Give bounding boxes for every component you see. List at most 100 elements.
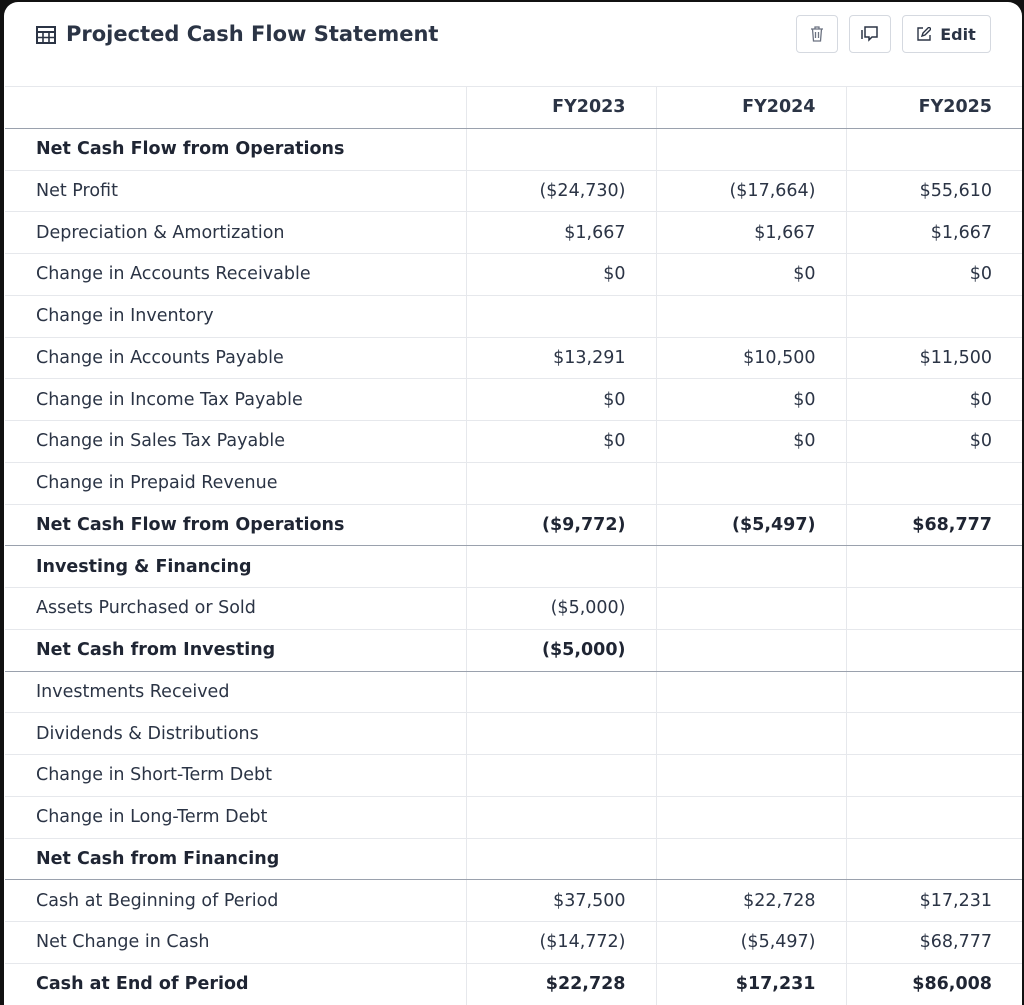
edit-icon xyxy=(917,27,932,41)
table-row: Investments Received xyxy=(5,671,1022,714)
value-cell xyxy=(845,128,1022,171)
value-cell: ($14,772) xyxy=(465,921,656,964)
value-cell xyxy=(655,629,846,672)
row-label: Dividends & Distributions xyxy=(5,712,466,755)
value-cell xyxy=(465,838,656,881)
value-cell: $13,291 xyxy=(465,337,656,380)
value-cell: $0 xyxy=(655,420,846,463)
row-label: Depreciation & Amortization xyxy=(5,211,466,254)
value-cell xyxy=(655,671,846,714)
table-row: Investing & Financing xyxy=(5,545,1022,588)
card: Projected Cash Flow Statement Edit FY202… xyxy=(4,2,1022,1005)
value-cell xyxy=(845,587,1022,630)
value-cell: $1,667 xyxy=(845,211,1022,254)
row-label: Change in Accounts Payable xyxy=(5,337,466,380)
value-cell: $0 xyxy=(465,378,656,421)
value-cell: $37,500 xyxy=(465,879,656,922)
row-label: Assets Purchased or Sold xyxy=(5,587,466,630)
value-cell xyxy=(465,545,656,588)
value-cell xyxy=(845,545,1022,588)
table-row: Net Cash Flow from Operations ($9,772) ($5… xyxy=(5,504,1022,547)
delete-button[interactable] xyxy=(796,15,838,53)
column-header: FY2024 xyxy=(655,86,846,129)
value-cell xyxy=(845,629,1022,672)
value-cell: $0 xyxy=(845,378,1022,421)
value-cell: $68,777 xyxy=(845,504,1022,547)
table-row: Change in Long-Term Debt xyxy=(5,796,1022,839)
value-cell: ($5,497) xyxy=(655,921,846,964)
value-cell xyxy=(655,545,846,588)
row-label: Change in Accounts Receivable xyxy=(5,253,466,296)
value-cell: $0 xyxy=(845,253,1022,296)
value-cell xyxy=(655,712,846,755)
table-row: Net Cash Flow from Operations xyxy=(5,128,1022,171)
row-label: Investing & Financing xyxy=(5,545,466,588)
row-label: Change in Short-Term Debt xyxy=(5,754,466,797)
value-cell xyxy=(845,838,1022,881)
value-cell: $17,231 xyxy=(845,879,1022,922)
cash-flow-table: FY2023 FY2024 FY2025 Net Cash Flow from Op… xyxy=(5,86,1022,1005)
value-cell xyxy=(655,796,846,839)
table-row: Change in Accounts Receivable $0 $0 $0 xyxy=(5,253,1022,296)
value-cell xyxy=(845,796,1022,839)
row-label: Net Cash from Investing xyxy=(5,629,466,672)
duplicate-button[interactable] xyxy=(849,15,891,53)
row-label: Net Profit xyxy=(5,170,466,213)
card-header: Projected Cash Flow Statement Edit xyxy=(4,2,1022,86)
table-row: Net Cash from Financing xyxy=(5,838,1022,881)
row-label: Change in Sales Tax Payable xyxy=(5,420,466,463)
value-cell: $11,500 xyxy=(845,337,1022,380)
value-cell xyxy=(655,754,846,797)
row-label: Cash at Beginning of Period xyxy=(5,879,466,922)
value-cell xyxy=(845,671,1022,714)
table-row: Assets Purchased or Sold ($5,000) xyxy=(5,587,1022,630)
value-cell xyxy=(465,796,656,839)
value-cell: ($17,664) xyxy=(655,170,846,213)
table-row: Change in Inventory xyxy=(5,295,1022,338)
copy-icon xyxy=(861,26,878,42)
table-row: Change in Prepaid Revenue xyxy=(5,462,1022,505)
edit-button[interactable]: Edit xyxy=(902,15,991,53)
row-label: Change in Income Tax Payable xyxy=(5,378,466,421)
value-cell xyxy=(655,128,846,171)
value-cell: ($5,000) xyxy=(465,587,656,630)
table-body: Net Cash Flow from Operations Net Profit(… xyxy=(5,128,1022,1005)
value-cell xyxy=(465,754,656,797)
table-icon xyxy=(36,26,56,44)
value-cell xyxy=(845,462,1022,505)
title: Projected Cash Flow Statement xyxy=(66,22,439,46)
value-cell: $22,728 xyxy=(465,963,656,1005)
value-cell: $86,008 xyxy=(845,963,1022,1005)
column-header: FY2025 xyxy=(845,86,1022,129)
value-cell: $0 xyxy=(465,253,656,296)
value-cell xyxy=(465,295,656,338)
header-cell xyxy=(5,86,466,129)
value-cell xyxy=(655,838,846,881)
value-cell xyxy=(465,671,656,714)
value-cell: $0 xyxy=(465,420,656,463)
row-label: Net Cash Flow from Operations xyxy=(5,504,466,547)
row-label: Change in Inventory xyxy=(5,295,466,338)
row-label: Net Cash from Financing xyxy=(5,838,466,881)
value-cell xyxy=(655,295,846,338)
value-cell: ($24,730) xyxy=(465,170,656,213)
row-label: Investments Received xyxy=(5,671,466,714)
row-label: Change in Long-Term Debt xyxy=(5,796,466,839)
value-cell xyxy=(845,295,1022,338)
table-row: Change in Short-Term Debt xyxy=(5,754,1022,797)
table-row: Change in Sales Tax Payable $0 $0 $0 xyxy=(5,420,1022,463)
value-cell: $0 xyxy=(655,253,846,296)
value-cell: ($5,497) xyxy=(655,504,846,547)
value-cell: $0 xyxy=(845,420,1022,463)
row-label: Cash at End of Period xyxy=(5,963,466,1005)
row-label: Change in Prepaid Revenue xyxy=(5,462,466,505)
row-label: Net Cash Flow from Operations xyxy=(5,128,466,171)
value-cell: $55,610 xyxy=(845,170,1022,213)
value-cell xyxy=(655,587,846,630)
edit-label: Edit xyxy=(940,24,976,44)
trash-icon xyxy=(811,26,823,42)
table-row: Cash at Beginning of Period $37,500 $22,72… xyxy=(5,879,1022,922)
value-cell: $1,667 xyxy=(655,211,846,254)
value-cell xyxy=(845,712,1022,755)
